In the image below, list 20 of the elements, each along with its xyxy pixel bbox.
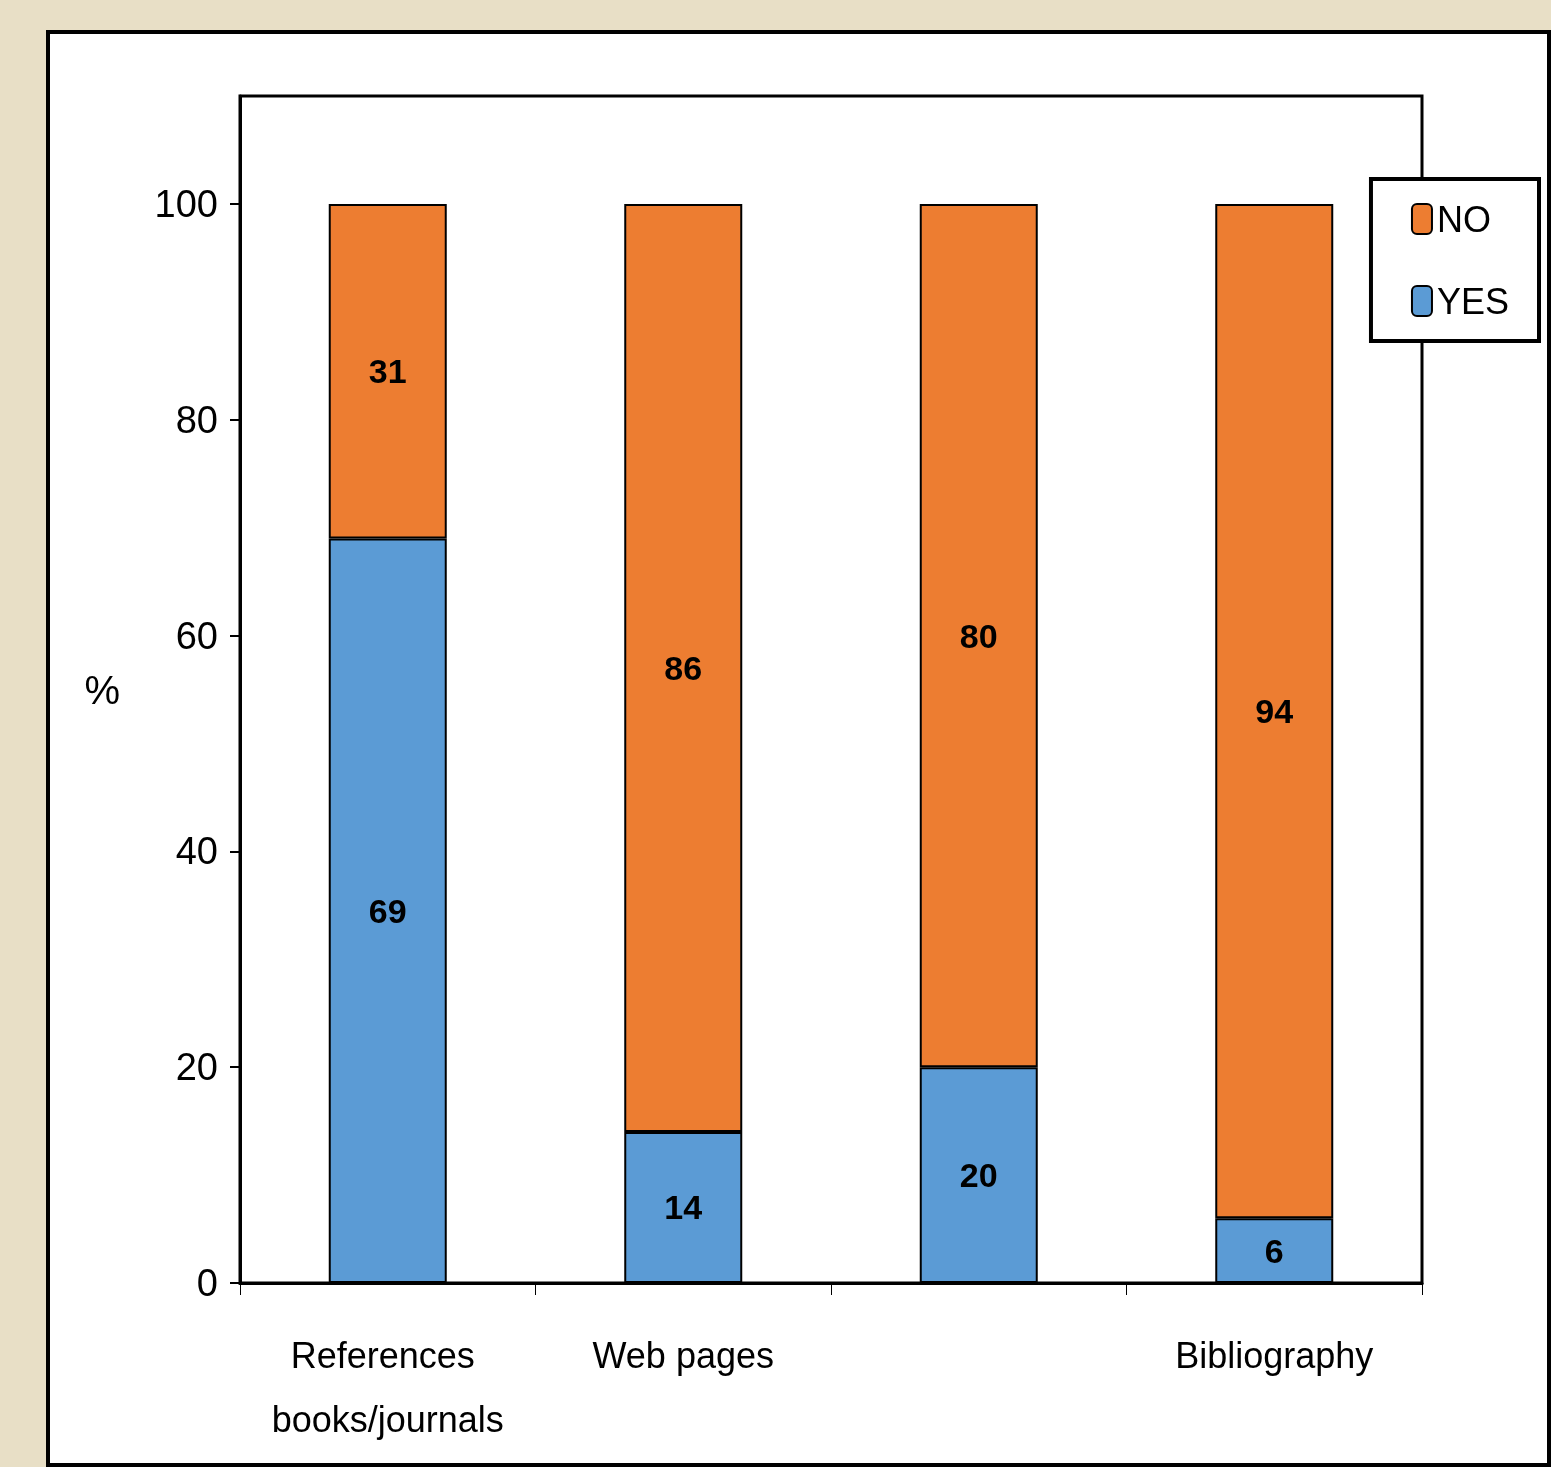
y-tick-label: 60 [175,614,218,657]
y-tick-label: 80 [175,398,218,441]
data-label: 80 [959,616,998,655]
data-label: 94 [1255,692,1294,731]
data-label: 6 [1264,1231,1284,1270]
x-tick-label: Web pages [592,1334,774,1376]
y-tick-label: 20 [175,1046,218,1089]
x-tick-label: References books/journals [271,1334,504,1440]
y-axis-title: % [84,667,120,712]
data-label: 14 [664,1188,703,1227]
data-label: 31 [368,352,407,391]
y-tick-label: 40 [175,830,218,873]
y-tick-label: 0 [196,1262,218,1304]
data-label: 86 [664,648,703,687]
data-label: 69 [368,891,407,930]
y-tick-label: 100 [154,182,218,225]
data-label: 20 [959,1156,998,1195]
legend-label: NO [1436,198,1491,240]
x-tick-label: Bibliography [1175,1334,1374,1376]
legend-label: YES [1436,280,1510,322]
